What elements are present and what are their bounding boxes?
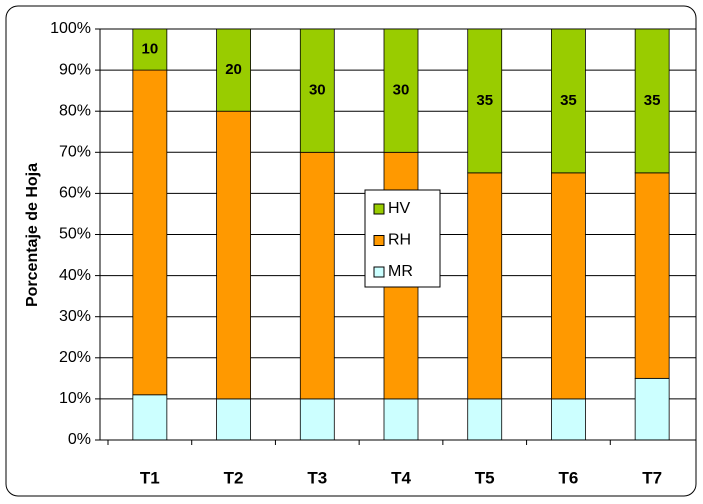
y-tick-label: 20% (59, 349, 91, 366)
x-tick-label: T6 (559, 468, 579, 487)
x-tick-label: T5 (475, 468, 495, 487)
data-label: 35 (644, 92, 661, 109)
y-tick-label: 30% (59, 308, 91, 325)
data-label: 20 (225, 61, 242, 78)
data-label: 30 (309, 82, 326, 99)
bar-segment (299, 28, 335, 153)
y-tick-label: 90% (59, 61, 91, 78)
bar-segment (383, 28, 419, 153)
bar-segment (634, 172, 670, 379)
data-label: 30 (393, 82, 410, 99)
y-tick-label: 0% (68, 431, 91, 448)
legend-label: HV (388, 200, 411, 217)
y-axis-label: Porcentaje de Hoja (24, 163, 41, 307)
x-tick-label: T1 (140, 468, 160, 487)
bar-segment (299, 151, 335, 400)
bar-segment (634, 28, 670, 174)
data-label: 35 (476, 92, 493, 109)
legend-swatch (373, 266, 385, 278)
data-label: 10 (142, 41, 159, 58)
bar-segment (551, 172, 586, 400)
bar-segment (216, 398, 251, 441)
y-tick-label: 50% (59, 226, 91, 243)
bar-segment (467, 28, 503, 174)
bar-segment (299, 398, 335, 441)
legend-swatch (373, 203, 385, 215)
bar-segment (634, 377, 670, 441)
legend-label: RH (388, 232, 411, 249)
y-tick-label: 40% (59, 267, 91, 284)
bar-segment (216, 28, 251, 112)
bar-segment (551, 398, 586, 441)
y-tick-label: 70% (59, 144, 91, 161)
bar-segment (551, 28, 586, 174)
y-tick-label: 100% (50, 20, 91, 37)
data-label: 35 (560, 92, 577, 109)
bar-segment (383, 398, 419, 441)
x-tick-label: T3 (307, 468, 327, 487)
chart-border (5, 5, 697, 497)
legend-swatch (373, 235, 385, 246)
x-tick-label: T4 (391, 468, 411, 487)
x-tick-label: T7 (642, 468, 662, 487)
bar-segment (467, 172, 503, 400)
y-tick-label: 60% (59, 185, 91, 202)
bar-segment (132, 394, 168, 441)
y-tick-label: 10% (59, 390, 91, 407)
bar-segment (132, 28, 168, 71)
x-tick-label: T2 (224, 468, 244, 487)
bar-segment (467, 398, 503, 441)
legend-label: MR (388, 263, 413, 280)
bar-segment (216, 110, 251, 400)
bar-segment (132, 69, 168, 396)
y-tick-label: 80% (59, 102, 91, 119)
